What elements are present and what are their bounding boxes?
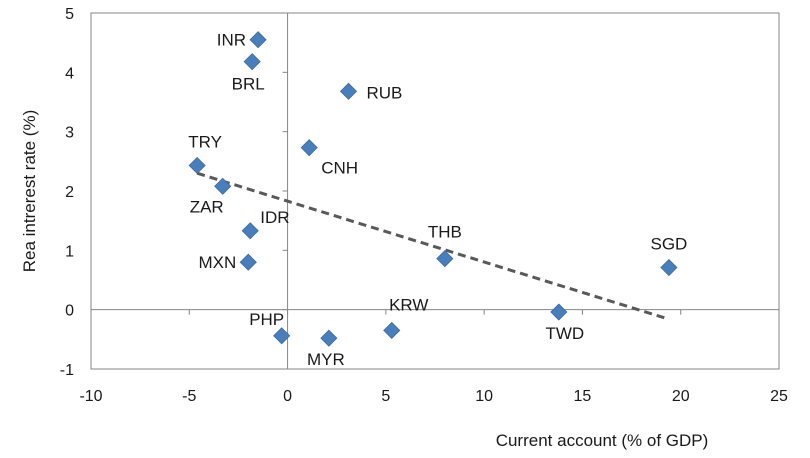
- x-tick-label: 10: [475, 388, 493, 405]
- x-tick-label: 25: [770, 388, 788, 405]
- point-label-idr: IDR: [260, 208, 289, 227]
- x-tick-label: 5: [381, 388, 390, 405]
- data-point-zar: [214, 177, 232, 195]
- data-point-idr: [241, 222, 259, 240]
- y-tick-label: 5: [65, 6, 74, 23]
- point-label-mxn: MXN: [198, 253, 236, 272]
- point-label-krw: KRW: [389, 295, 428, 314]
- data-point-php: [273, 327, 291, 345]
- y-tick-label: -1: [60, 362, 74, 379]
- data-point-thb: [436, 250, 454, 268]
- x-tick-label: 15: [574, 388, 592, 405]
- points-group: [188, 31, 678, 347]
- data-point-twd: [550, 303, 568, 321]
- x-axis-title: Current account (% of GDP): [496, 431, 709, 450]
- point-label-sgd: SGD: [650, 235, 687, 254]
- data-point-brl: [243, 53, 261, 71]
- data-point-cnh: [300, 139, 318, 157]
- data-point-sgd: [660, 258, 678, 277]
- data-point-myr: [320, 329, 338, 347]
- point-label-rub: RUB: [367, 83, 403, 102]
- x-tick-label: 0: [283, 388, 292, 405]
- point-label-cnh: CNH: [321, 159, 358, 178]
- x-tick-label: -5: [182, 388, 196, 405]
- data-point-inr: [249, 31, 267, 49]
- trendline-group: [196, 171, 668, 320]
- data-point-krw: [383, 321, 401, 339]
- point-label-php: PHP: [249, 310, 284, 329]
- point-label-zar: ZAR: [190, 197, 224, 216]
- plot-frame: [90, 12, 780, 370]
- point-label-try: TRY: [188, 132, 222, 151]
- y-tick-label: 0: [65, 303, 74, 320]
- y-tick-label: 2: [65, 184, 74, 201]
- x-tick-label: 20: [672, 388, 690, 405]
- point-label-brl: BRL: [232, 75, 265, 94]
- y-axis-title: Rea intrerest rate (%): [20, 110, 39, 273]
- data-point-try: [188, 156, 206, 175]
- y-tick-label: 1: [65, 243, 74, 260]
- point-label-twd: TWD: [545, 324, 584, 343]
- y-tick-label: 4: [65, 65, 74, 82]
- x-tick-label: -10: [79, 388, 102, 405]
- data-point-mxn: [239, 253, 257, 271]
- point-label-inr: INR: [217, 31, 246, 50]
- point-labels-group: INR BRL RUB CNH TRY ZAR IDR MXN THB SGD TWD KRW PHP M…: [188, 31, 687, 369]
- trendline: [196, 171, 668, 320]
- y-tick-label: 3: [65, 125, 74, 142]
- data-point-rub: [339, 82, 358, 100]
- point-label-myr: MYR: [307, 350, 345, 369]
- point-label-thb: THB: [428, 223, 462, 242]
